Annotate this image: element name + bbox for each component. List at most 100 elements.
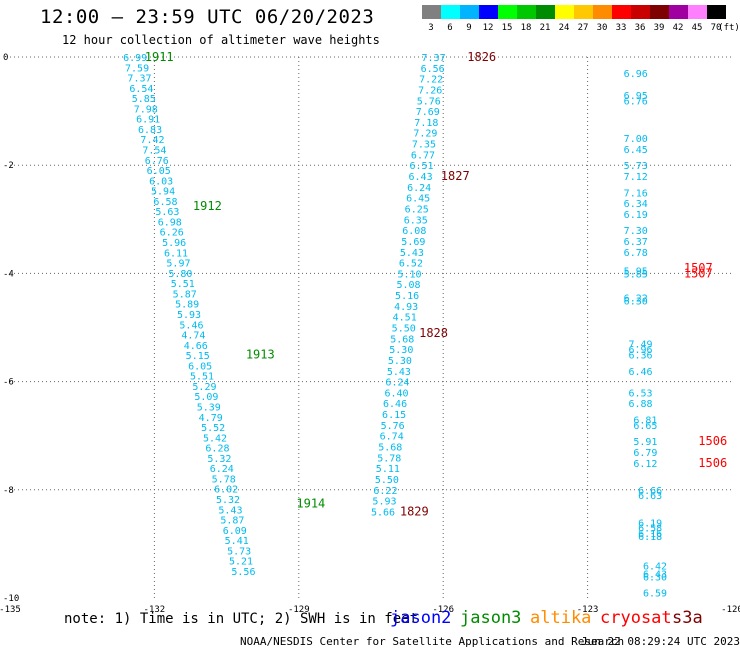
legend-swatch	[669, 5, 688, 19]
pass-time-label: 1828	[419, 326, 448, 340]
wave-height-value: 6.24	[407, 183, 431, 194]
wave-height-value: 4.74	[181, 331, 205, 342]
wave-height-value: 6.98	[158, 217, 182, 228]
wave-height-value: 6.25	[405, 204, 429, 215]
wave-height-value: 5.41	[225, 536, 249, 547]
pass-time-label: 1827	[441, 169, 470, 183]
wave-height-value: 6.45	[624, 145, 648, 156]
wave-height-value: 6.59	[643, 589, 667, 600]
wave-height-value: 7.42	[140, 135, 164, 146]
pass-time-label: 1506	[698, 456, 727, 470]
wave-height-value: 5.10	[397, 269, 421, 280]
wave-height-value: 5.68	[378, 443, 402, 454]
wave-height-value: 5.43	[387, 367, 411, 378]
wave-height-value: 5.87	[173, 289, 197, 300]
wave-height-value: 5.87	[220, 516, 244, 527]
chart-subtitle: 12 hour collection of altimeter wave hei…	[62, 33, 380, 47]
legend-swatch	[574, 5, 593, 19]
wave-height-value: 6.12	[633, 459, 657, 470]
legend-swatch	[631, 5, 650, 19]
legend-swatch	[707, 5, 726, 19]
wave-height-value: 5.32	[216, 495, 240, 506]
wave-height-value: 5.89	[175, 300, 199, 311]
wave-height-value: 5.66	[371, 507, 395, 518]
wave-height-value: 6.28	[205, 444, 229, 455]
wave-height-value: 6.83	[138, 125, 162, 136]
wave-height-value: 6.34	[624, 199, 648, 210]
wave-height-value: 6.76	[624, 96, 648, 107]
wave-height-value: 5.91	[633, 437, 657, 448]
wave-height-value: 6.45	[406, 194, 430, 205]
wave-height-value: 5.51	[190, 372, 214, 383]
x-tick-label: -123	[577, 605, 599, 615]
legend-swatch	[498, 5, 517, 19]
wave-height-value: 6.15	[382, 410, 406, 421]
y-tick-label: -10	[3, 594, 19, 604]
wave-height-value: 5.76	[381, 421, 405, 432]
legend-swatch	[593, 5, 612, 19]
wave-height-value: 6.37	[624, 237, 648, 248]
wave-height-value: 6.58	[153, 197, 177, 208]
y-tick-label: -2	[3, 161, 14, 171]
legend-label: 9	[466, 23, 472, 33]
legend-swatch	[517, 5, 536, 19]
wave-height-value: 7.54	[142, 146, 166, 157]
x-tick-label: -135	[0, 605, 21, 615]
wave-height-value: 5.94	[151, 187, 175, 198]
wave-height-value: 6.19	[638, 518, 662, 529]
wave-height-value: 5.73	[227, 546, 251, 557]
credit-line: NOAA/NESDIS Center for Satellite Applica…	[240, 635, 625, 648]
wave-height-value: 5.73	[624, 161, 648, 172]
wave-height-value: 6.46	[383, 399, 407, 410]
wave-height-value: 5.96	[162, 238, 186, 249]
pass-time-label: 1506	[698, 434, 727, 448]
wave-height-value: 5.46	[179, 320, 203, 331]
wave-height-value: 5.93	[372, 497, 396, 508]
wave-height-value: 6.30	[643, 572, 667, 583]
wave-height-value: 7.00	[624, 134, 648, 145]
wave-height-value: 6.42	[643, 562, 667, 573]
wave-height-value: 5.68	[390, 334, 414, 345]
wave-height-value: 5.93	[177, 310, 201, 321]
pass-time-label: 1507	[684, 266, 713, 280]
wave-height-value: 4.93	[394, 302, 418, 313]
legend-swatch	[536, 5, 555, 19]
wave-height-value: 5.51	[171, 279, 195, 290]
pass-time-label: 1913	[246, 348, 275, 362]
legend-label: 70	[710, 23, 722, 33]
pass-time-label: 1507	[684, 261, 713, 275]
wave-height-value: 7.98	[134, 104, 158, 115]
wave-height-value: 6.66	[638, 486, 662, 497]
wave-height-value: 6.52	[399, 259, 423, 270]
wave-height-value: 5.32	[207, 454, 231, 465]
pass-time-label: 1826	[467, 50, 496, 64]
wave-height-value: 5.85	[132, 94, 156, 105]
wave-height-value: 7.26	[418, 85, 442, 96]
wave-height-value: 6.76	[145, 156, 169, 167]
legend-label: 15	[501, 23, 513, 33]
legend-label: 36	[634, 23, 646, 33]
legend-swatch	[479, 5, 498, 19]
wave-height-value: 6.08	[402, 226, 426, 237]
wave-height-value: 7.69	[416, 107, 440, 118]
wave-height-value: 6.22	[373, 486, 397, 497]
wave-height-value: 5.21	[229, 557, 253, 568]
wave-height-value: 6.30	[624, 296, 648, 307]
legend-swatch	[688, 5, 707, 19]
y-tick-label: -6	[3, 378, 14, 388]
wave-height-value: 7.29	[413, 129, 437, 140]
wave-height-value: 7.30	[624, 226, 648, 237]
wave-height-value: 5.50	[392, 324, 416, 335]
wave-height-value: 7.37	[422, 53, 446, 64]
wave-height-value: 6.11	[164, 248, 188, 259]
wave-height-value: 6.51	[409, 161, 433, 172]
footnote: note: 1) Time is in UTC; 2) SWH is in fe…	[64, 611, 419, 627]
wave-height-value: 6.02	[214, 485, 238, 496]
wave-height-value: 6.74	[380, 432, 404, 443]
wave-height-value: 6.88	[628, 399, 652, 410]
legend-label: 6	[447, 23, 453, 33]
x-tick-label: -132	[144, 605, 166, 615]
chart-title: 12:00 — 23:59 UTC 06/20/2023	[40, 6, 375, 28]
wave-height-value: 6.63	[638, 491, 662, 502]
wave-height-value: 5.29	[192, 382, 216, 393]
